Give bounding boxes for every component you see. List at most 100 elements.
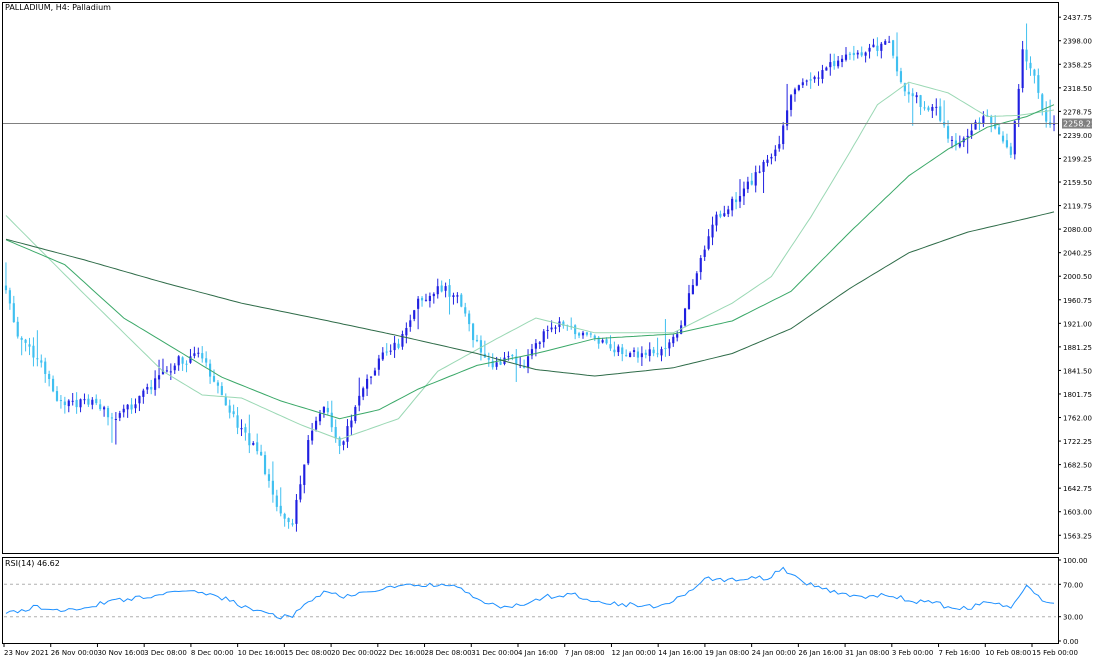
candle-body (295, 499, 298, 524)
candle-body (1029, 62, 1032, 69)
candle-body (228, 405, 231, 413)
candle-body (389, 350, 392, 352)
candle-body (4, 285, 8, 291)
candle-body (311, 430, 314, 441)
candle-body (554, 327, 557, 329)
candle-body (165, 370, 168, 372)
candle-body (40, 360, 43, 363)
candle-body (727, 209, 730, 215)
candle-body (754, 172, 757, 186)
candle-body (852, 52, 855, 56)
time-axis-tick-label: 23 Nov 2021 (4, 649, 49, 657)
price-axis-tick-label: 2358.25 (1063, 61, 1092, 69)
candle-body (778, 144, 781, 149)
time-axis-tick-label: 8 Dec 00:00 (191, 649, 234, 657)
time-axis-tick-label: 14 Jan 16:00 (658, 649, 702, 657)
candle-body (668, 342, 671, 349)
price-axis-tick-label: 1603.00 (1063, 509, 1092, 517)
candle-body (672, 336, 675, 344)
candle-body (83, 399, 86, 401)
candle-body (821, 70, 824, 79)
candle-body (703, 249, 706, 257)
time-axis-tick-label: 26 Nov 00:00 (51, 649, 98, 657)
candle-body (468, 313, 471, 325)
candle-body (848, 53, 851, 55)
chart-title: PALLADIUM, H4: Palladium (5, 3, 111, 12)
candle-body (452, 295, 455, 298)
time-axis-tick-label: 10 Dec 16:00 (238, 649, 285, 657)
candle-body (805, 80, 808, 82)
candle-body (314, 420, 318, 430)
candle-body (1001, 135, 1005, 142)
candle-body (16, 321, 19, 337)
candle-body (377, 358, 380, 370)
candle-body (275, 495, 278, 507)
candle-body (750, 180, 753, 185)
candle-body (507, 356, 510, 358)
candle-body (825, 67, 828, 71)
price-axis-tick-label: 1762.00 (1063, 415, 1092, 423)
candle-body (460, 294, 463, 307)
candle-body (735, 199, 738, 203)
candle-body (589, 333, 592, 335)
candle-body (1037, 75, 1040, 93)
candle-body (464, 307, 467, 314)
candle-body (413, 310, 416, 319)
candle-body (978, 121, 981, 124)
candle-body (436, 286, 439, 295)
price-axis-tick-label: 2239.00 (1063, 132, 1092, 140)
candle-body (279, 505, 282, 514)
candle-body (267, 474, 271, 481)
candle-body (401, 333, 404, 347)
candle-body (723, 213, 726, 217)
candle-body (432, 293, 435, 297)
time-axis-tick-label: 31 Jan 08:00 (845, 649, 889, 657)
time-axis-tick-label: 7 Feb 16:00 (939, 649, 980, 657)
candle-body (491, 360, 494, 368)
candle-body (738, 196, 742, 202)
candle-body (789, 95, 793, 110)
candle-body (263, 455, 267, 475)
rsi-line (5, 566, 1055, 620)
candle-body (762, 161, 765, 172)
candle-body (197, 352, 200, 354)
price-axis-tick-label: 2080.00 (1063, 226, 1092, 234)
candle-body (860, 52, 863, 56)
candle-body (366, 378, 369, 389)
candle-body (177, 356, 180, 366)
candle-body (542, 331, 545, 343)
candle-body (146, 387, 149, 390)
price-panel-frame (2, 2, 1059, 554)
candle-body (154, 378, 157, 390)
candle-body (110, 417, 114, 419)
candle-body (472, 323, 475, 341)
price-axis-tick-label: 1722.25 (1063, 438, 1092, 446)
rsi-axis-tick-label: 100.00 (1063, 557, 1088, 565)
rsi-axis-tick-label: 0.00 (1063, 638, 1079, 646)
candle-body (786, 110, 789, 126)
candle-body (974, 121, 977, 130)
candle-body (150, 386, 153, 390)
candle-body (346, 426, 349, 442)
candle-body (114, 418, 117, 420)
price-axis: 2437.75 2398.00 2358.25 2318.50 2278.75 2239.… (1058, 14, 1092, 540)
candle-body (193, 353, 196, 356)
candle-body (538, 342, 541, 344)
candle-body (907, 91, 910, 95)
candle-body (585, 332, 588, 335)
candle-body (122, 408, 125, 413)
candle-body (782, 125, 785, 145)
candle-body (656, 353, 659, 355)
candle-body (695, 273, 698, 286)
candle-body (746, 181, 749, 190)
candle-body (715, 214, 718, 226)
candle-body (303, 464, 306, 485)
candle-body (939, 106, 942, 121)
moving-average-line (5, 211, 1055, 377)
candle-body (397, 343, 400, 348)
candle-body (424, 299, 428, 301)
candle-body (884, 41, 887, 45)
candle-body (864, 52, 867, 56)
candle-body (793, 89, 797, 95)
candle-body (813, 76, 816, 80)
